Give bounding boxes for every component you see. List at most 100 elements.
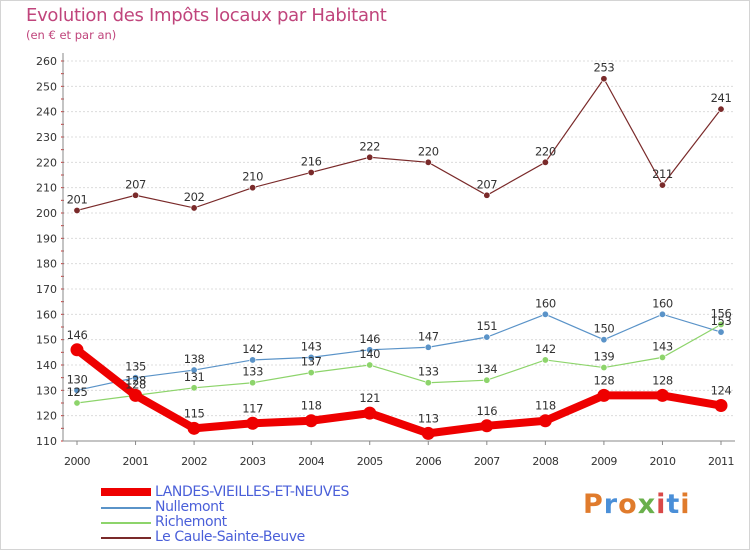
data-label: 128 [652,373,673,387]
y-tick-label: 160 [36,308,57,321]
data-label: 128 [594,373,615,387]
data-label: 115 [184,406,205,420]
data-point [655,388,669,402]
data-point [249,356,257,364]
data-point [424,158,432,166]
data-label: 135 [125,360,146,374]
y-tick-label: 220 [36,156,57,169]
data-point [129,388,143,402]
x-tick-label: 2006 [415,455,441,468]
data-point [246,416,260,430]
data-point [187,421,201,435]
data-label: 128 [125,373,146,387]
data-label: 117 [242,401,263,415]
data-point [190,366,198,374]
legend-swatch-landes [101,488,151,496]
data-label: 121 [359,391,380,405]
x-tick-label: 2002 [181,455,207,468]
data-label: 137 [301,355,322,369]
data-point [132,191,140,199]
data-point [483,376,491,384]
data-point [483,333,491,341]
data-label: 147 [418,329,439,343]
data-label: 160 [652,296,673,310]
data-label: 150 [594,322,615,336]
data-point [190,384,198,392]
data-label: 125 [67,385,88,399]
data-point [714,399,728,413]
data-point [424,379,432,387]
data-point [483,191,491,199]
x-tick-label: 2005 [357,455,383,468]
data-point [421,426,435,440]
proxiti-logo: Proxiti [583,489,691,520]
data-point [658,181,666,189]
legend-swatch-caule [101,537,151,539]
data-point [717,320,725,328]
data-label: 202 [184,190,205,204]
logo-letter: x [637,489,657,520]
legend-label-landes: LANDES-VIEILLES-ET-NEUVES [155,484,350,500]
data-point [249,379,257,387]
data-label: 146 [359,332,380,346]
logo-letter: o [618,489,638,520]
data-point [73,206,81,214]
data-label: 142 [535,342,556,356]
data-label: 118 [301,399,322,413]
x-tick-label: 2004 [298,455,324,468]
legend-swatch-nullemont [101,507,151,509]
data-point [132,374,140,382]
legend-label-richemont: Richemont [155,514,227,530]
y-tick-label: 200 [36,207,57,220]
x-tick-label: 2000 [64,455,90,468]
data-label: 253 [594,61,615,75]
y-tick-label: 180 [36,258,57,271]
logo-letter: t [666,489,681,520]
data-point [717,328,725,336]
x-tick-label: 2007 [474,455,500,468]
y-tick-label: 250 [36,80,57,93]
data-label: 151 [476,319,497,333]
y-tick-label: 150 [36,334,57,347]
data-point [480,419,494,433]
logo-letter: P [583,489,604,520]
y-tick-label: 170 [36,283,57,296]
data-label: 201 [67,192,88,206]
y-tick-label: 130 [36,384,57,397]
data-point [363,406,377,420]
series-line-3 [76,77,722,212]
x-tick-label: 2011 [708,455,734,468]
data-label: 138 [184,352,205,366]
data-label: 160 [535,296,556,310]
data-point [307,168,315,176]
series-line-2 [76,323,722,404]
data-label: 222 [359,139,380,153]
data-point [73,399,81,407]
legend-swatch-richemont [101,522,151,524]
data-point [541,356,549,364]
data-label: 210 [242,170,263,184]
data-label: 124 [711,384,732,398]
x-tick-label: 2009 [591,455,617,468]
data-label: 140 [359,347,380,361]
data-point [366,346,374,354]
data-point [304,414,318,428]
data-point [597,388,611,402]
data-point [541,310,549,318]
data-label: 207 [125,177,146,191]
data-label: 113 [418,411,439,425]
data-label: 128 [125,377,146,391]
x-tick-label: 2003 [240,455,266,468]
data-label: 207 [476,177,497,191]
data-label: 156 [711,306,732,320]
data-label: 139 [594,350,615,364]
data-label: 130 [67,372,88,386]
data-label: 220 [418,144,439,158]
data-label: 153 [711,314,732,328]
data-point [307,353,315,361]
y-tick-label: 140 [36,359,57,372]
data-point [73,386,81,394]
data-point [600,364,608,372]
